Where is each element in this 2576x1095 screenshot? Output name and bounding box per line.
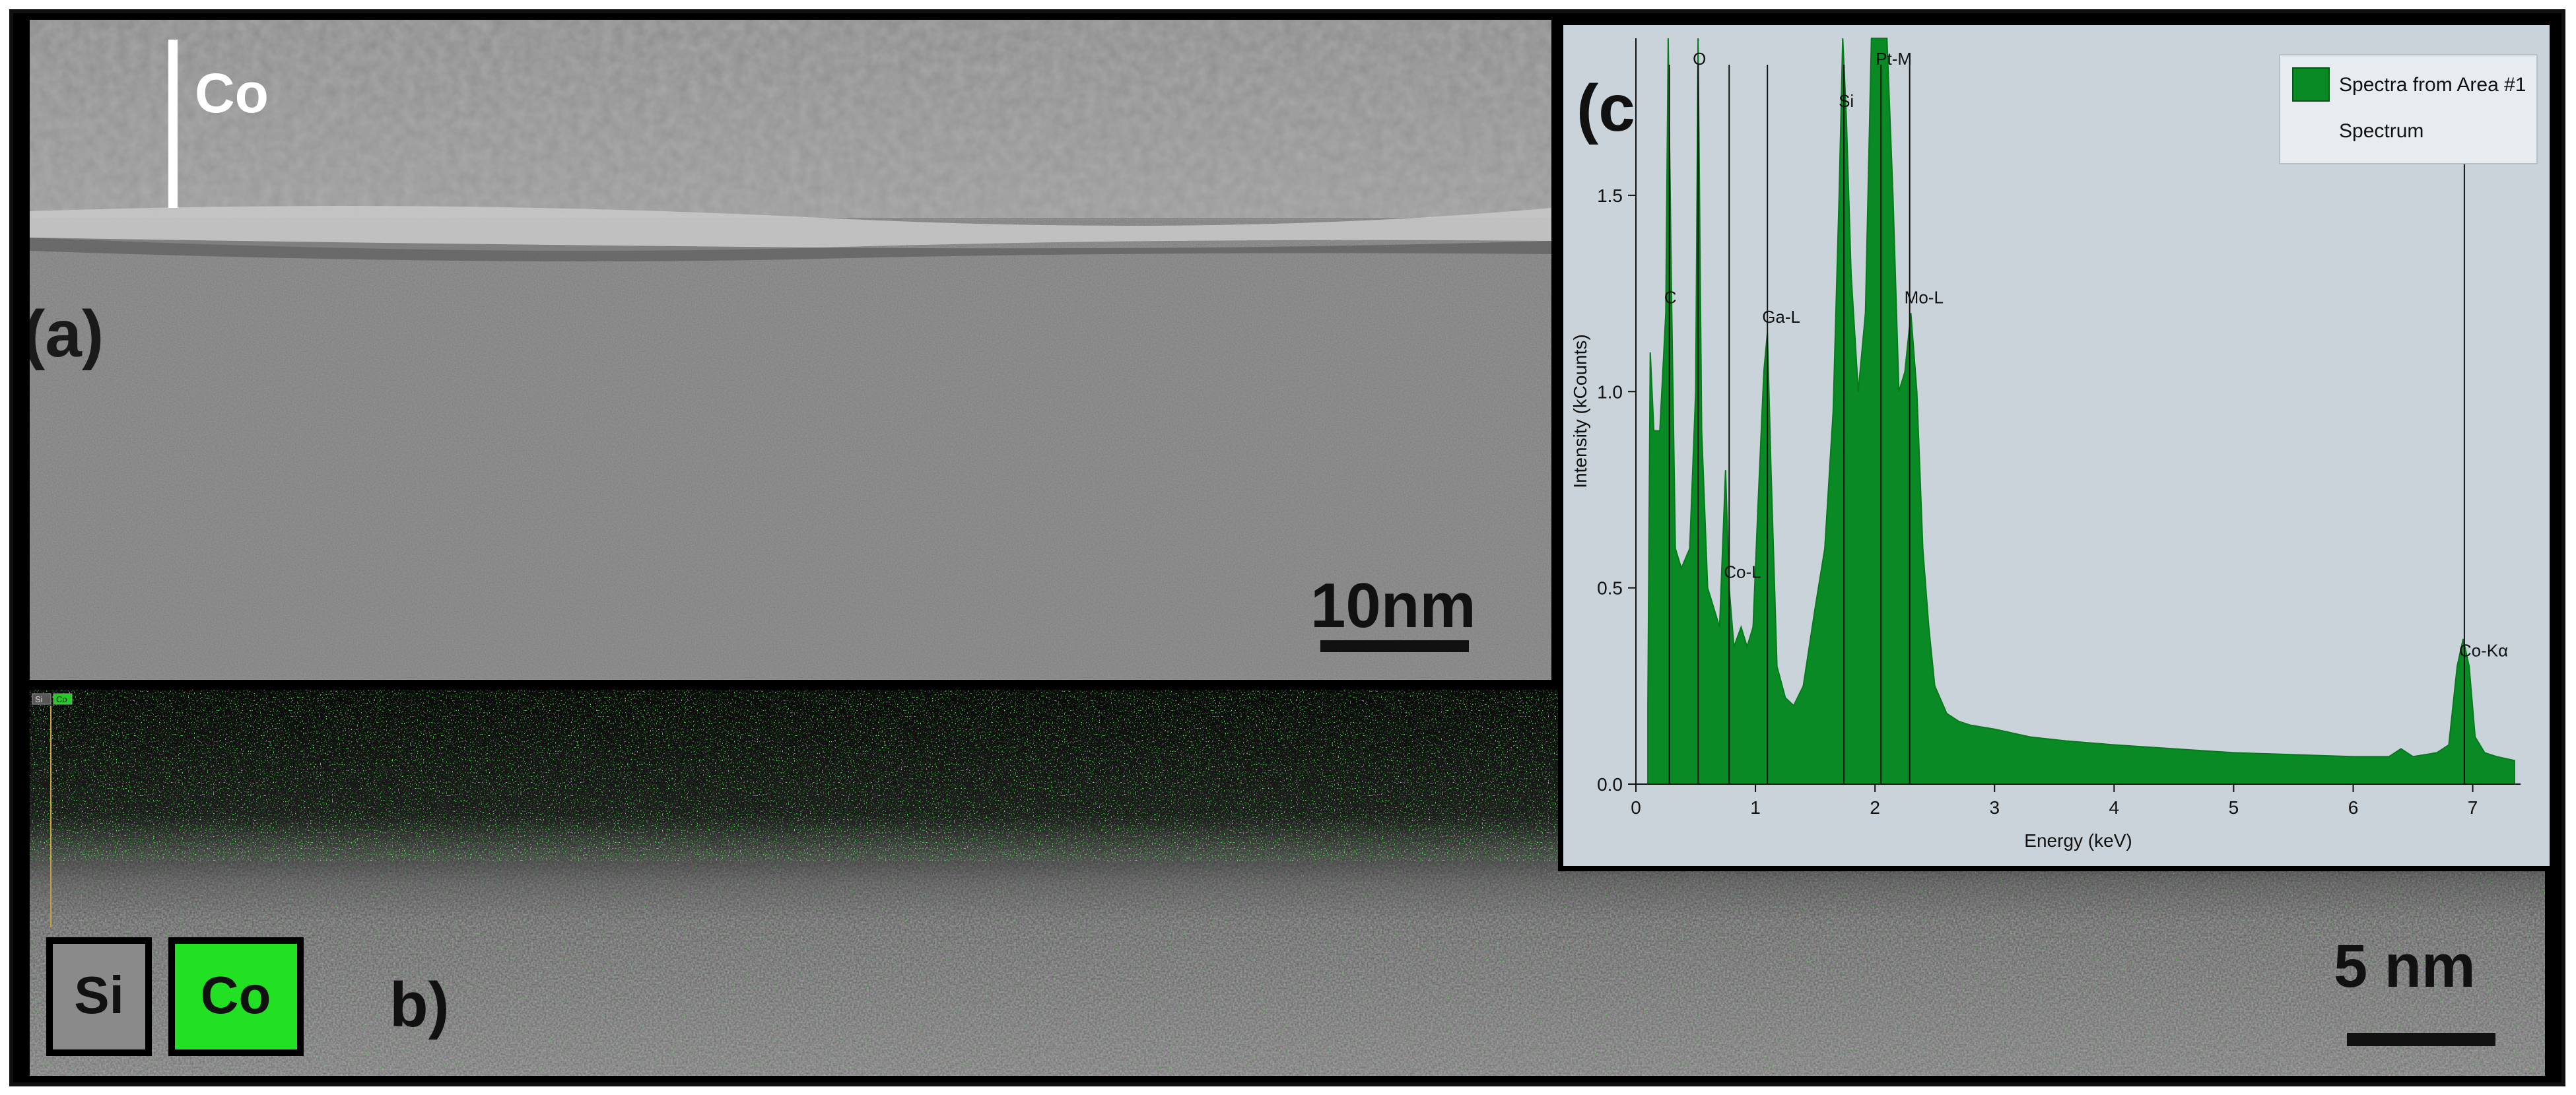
scale-bar-label-b: 5 nm xyxy=(2334,933,2476,1000)
x-tick-label: 6 xyxy=(2348,797,2359,818)
y-tick-label: 0.5 xyxy=(1597,578,1623,599)
x-tick-label: 2 xyxy=(1870,797,1880,818)
chart-legend: Spectra from Area #1 Spectrum xyxy=(2279,54,2538,164)
co-layer-label: Co xyxy=(195,62,269,124)
x-tick-label: 7 xyxy=(2468,797,2478,818)
scale-bar-b xyxy=(2347,1033,2495,1046)
peak-label: Mo-L xyxy=(1905,287,1944,307)
spectrum-area xyxy=(1647,38,2515,785)
x-axis-label: Energy (keV) xyxy=(2024,830,2132,851)
legend-subtitle: Spectrum xyxy=(2339,120,2423,142)
legend-swatch xyxy=(2292,67,2330,102)
peak-label: Co-L xyxy=(1724,562,1761,582)
co-layer-marker xyxy=(168,40,178,208)
x-tick-label: 1 xyxy=(1750,797,1761,818)
legend-si-box xyxy=(46,937,152,1056)
x-tick-label: 3 xyxy=(1989,797,2000,818)
peak-label: C xyxy=(1664,287,1677,307)
y-tick-label: 1.5 xyxy=(1597,185,1623,206)
mini-legend-co xyxy=(53,693,73,705)
panel-a-label: (a) xyxy=(30,297,104,371)
peak-label: O xyxy=(1693,49,1706,69)
mini-legend-si xyxy=(32,693,51,705)
legend-si-label: Si xyxy=(74,966,124,1024)
legend-co-box xyxy=(168,937,304,1056)
x-tick-label: 5 xyxy=(2229,797,2239,818)
legend-title: Spectra from Area #1 xyxy=(2339,74,2526,96)
tem-image: Co (a) 10nm xyxy=(30,20,1551,680)
legend-co-label: Co xyxy=(201,966,271,1024)
panel-c-eds-spectrum: (c) C O Co-L Ga-L Si Pt-M Mo-L Co-Kα 0 1 2 3 4 5 6 7 0.0… xyxy=(1558,20,2555,871)
y-tick-label: 0.0 xyxy=(1597,774,1623,795)
peak-label: Si xyxy=(1839,91,1854,111)
scale-bar-a xyxy=(1320,640,1469,652)
y-tick-label: 1.0 xyxy=(1597,382,1623,402)
x-tick-label: 0 xyxy=(1631,797,1641,818)
scale-bar-label-a: 10nm xyxy=(1310,570,1476,641)
panel-b-label: b) xyxy=(390,970,450,1040)
panel-a-tem-image: Co (a) 10nm xyxy=(30,20,1551,680)
y-axis-label: Intensity (kCounts) xyxy=(1570,334,1590,488)
peak-label: Pt-M xyxy=(1876,49,1912,69)
svg-text:Co: Co xyxy=(56,694,67,704)
svg-text:Si: Si xyxy=(35,694,43,704)
peak-label: Co-Kα xyxy=(2459,641,2508,661)
x-tick-label: 4 xyxy=(2109,797,2120,818)
peak-label: Ga-L xyxy=(1762,307,1800,327)
